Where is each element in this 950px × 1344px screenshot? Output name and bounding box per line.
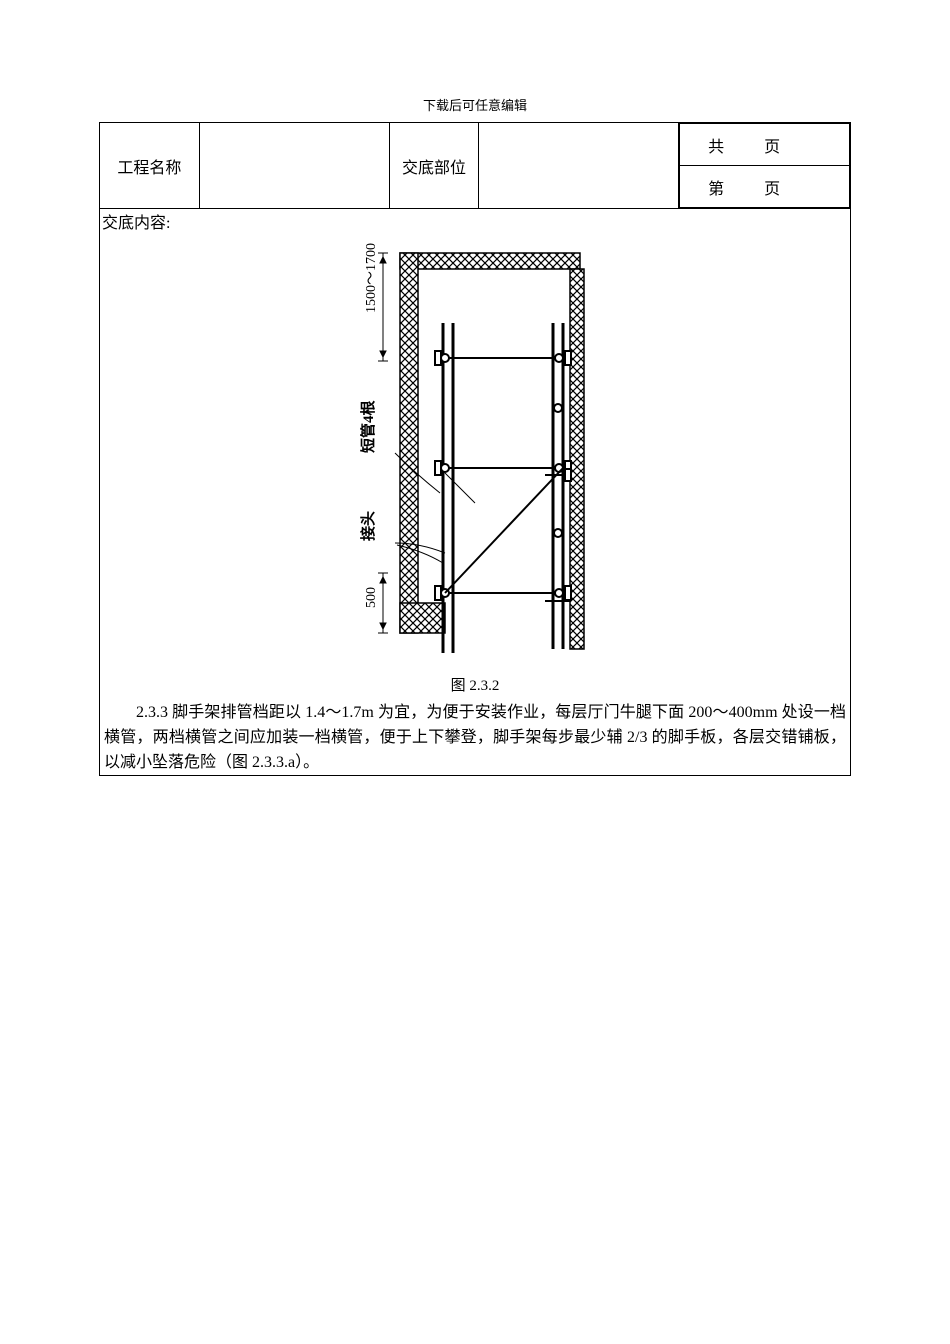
figure-caption: 图 2.3.2 <box>100 674 850 695</box>
diagram-2-3-2: 1500～1700 短管4根 接头 500 图 2.3.2 <box>100 243 850 695</box>
scaffold-diagram: 1500～1700 短管4根 接头 500 <box>345 243 605 663</box>
project-name-value <box>199 123 389 209</box>
position-value <box>479 123 679 209</box>
position-label: 交底部位 <box>389 123 479 209</box>
content-cell: 交底内容: <box>100 209 851 776</box>
page-current: 第页 <box>680 166 850 208</box>
mid-label: 短管4根 <box>359 400 377 453</box>
form-table: 工程名称 交底部位 共页 第页 交底内容: <box>99 122 851 776</box>
page-info: 共页 第页 <box>679 123 851 209</box>
joint-label: 接头 <box>359 511 377 541</box>
header-note: 下载后可任意编辑 <box>0 0 950 122</box>
dim-top-label: 1500～1700 <box>364 243 379 313</box>
paragraph-2-3-3: 2.3.3 脚手架排管档距以 1.4～1.7m 为宜，为便于安装作业，每层厅门牛… <box>100 701 850 775</box>
dim-bottom-label: 500 <box>364 587 379 608</box>
page-total: 共页 <box>680 124 850 166</box>
content-title: 交底内容: <box>100 209 850 233</box>
project-name-label: 工程名称 <box>100 123 200 209</box>
